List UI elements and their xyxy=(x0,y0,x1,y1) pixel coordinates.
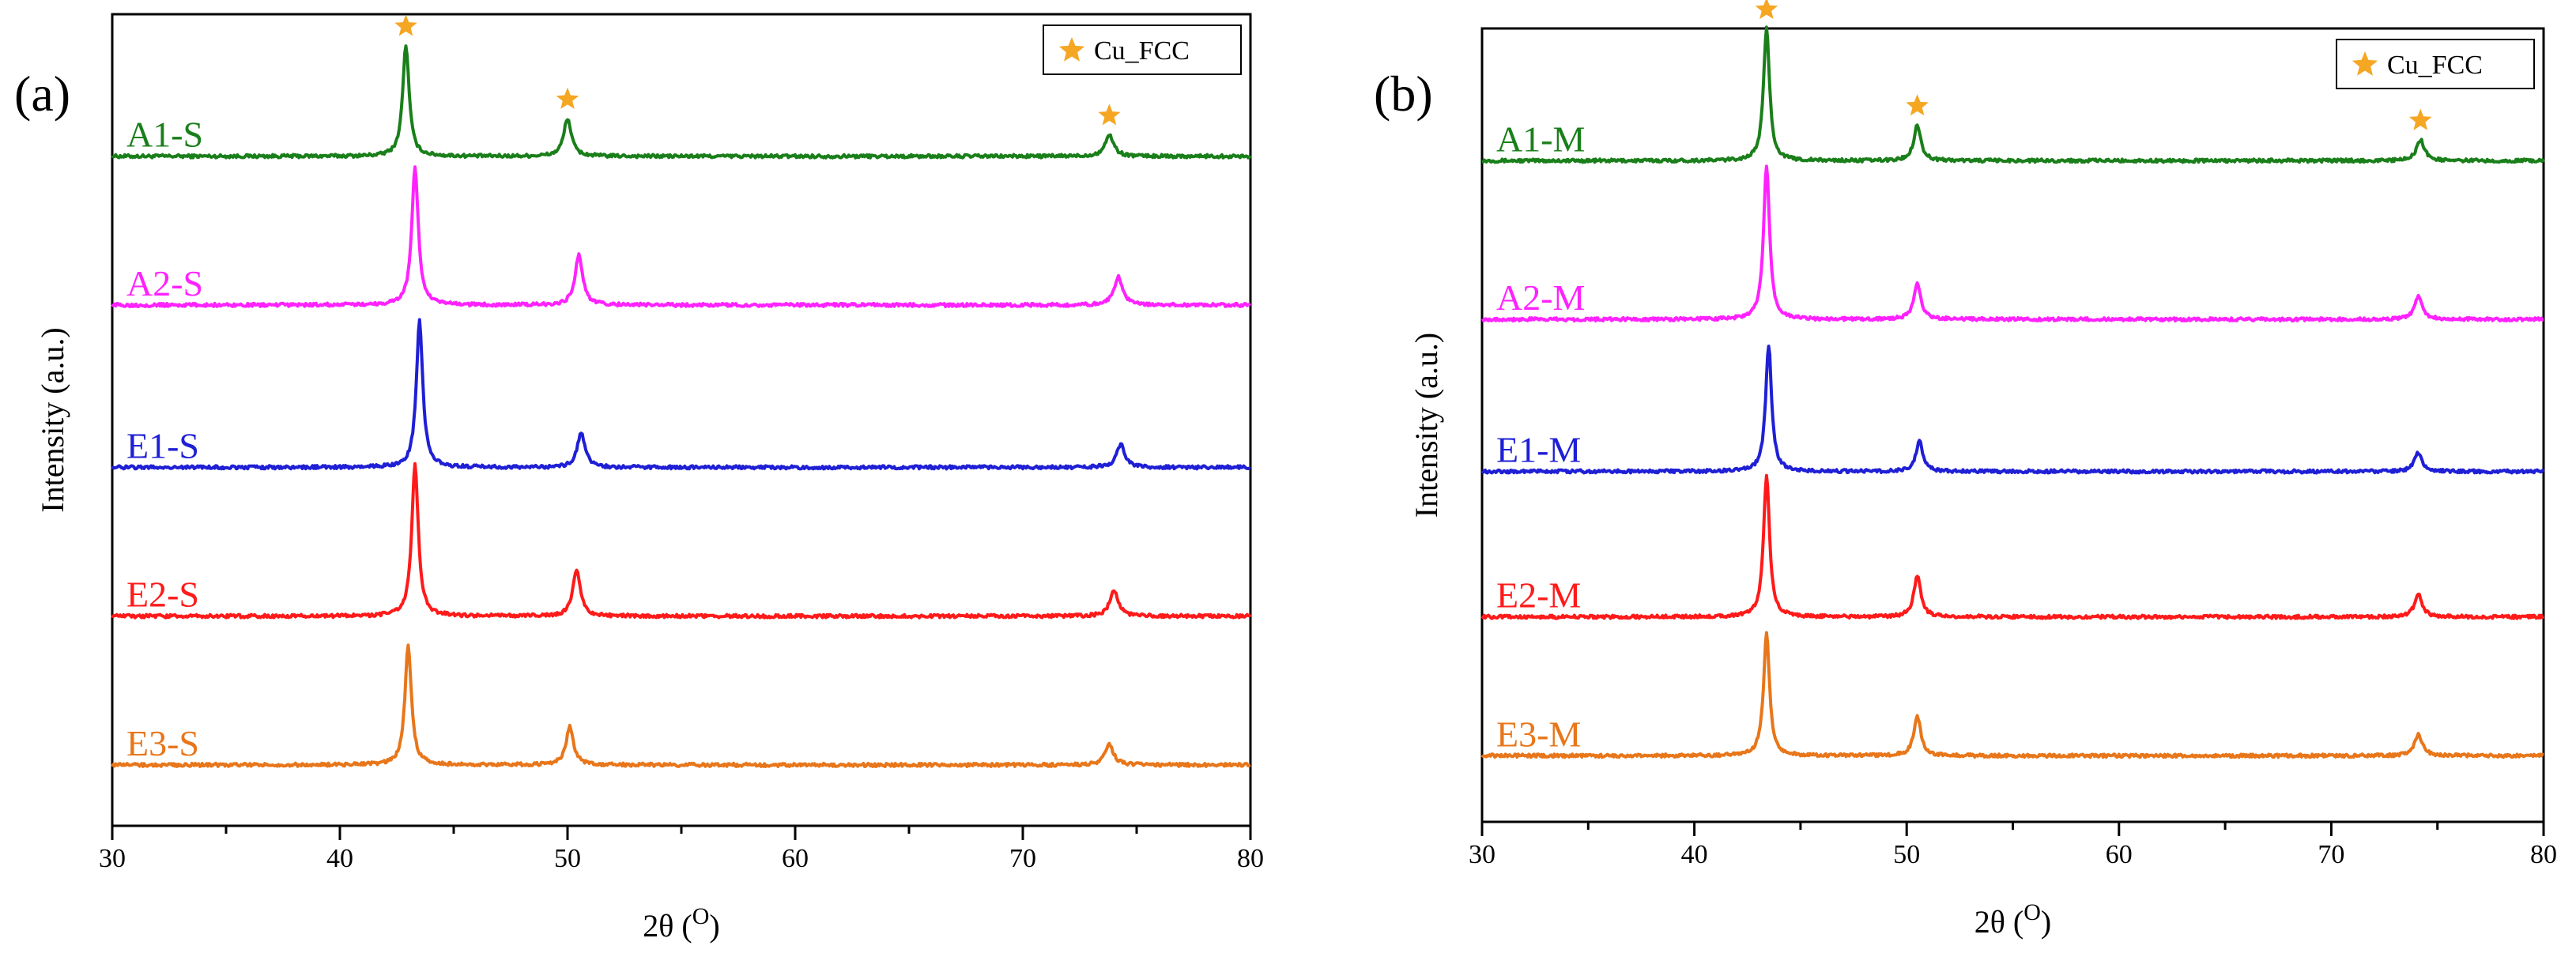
series-line-e3-s xyxy=(111,643,1251,768)
x-tick-label: 50 xyxy=(554,844,581,873)
chart-panel-a: 30 40 50 60 70 80 2θ (O) Intensity (a.u.) (a) A1-… xyxy=(14,13,1264,944)
panel-label: (b) xyxy=(1374,66,1433,122)
x-tick-label: 40 xyxy=(1681,840,1708,869)
series-label-e3-m: E3-M xyxy=(1496,714,1581,754)
x-tick-label: 40 xyxy=(326,844,353,873)
legend-label: Cu_FCC xyxy=(2387,51,2483,80)
chart-panel-b: 30 40 50 60 70 80 2θ (O) Intensity (a.u.) (b) A1-… xyxy=(1374,0,2557,940)
cu-fcc-peak-star-icon xyxy=(1755,0,1778,20)
legend-star-icon xyxy=(2352,51,2378,76)
series-line-a1-s xyxy=(111,44,1252,160)
plot-frame xyxy=(111,13,1252,827)
x-axis-label: 2θ (O) xyxy=(643,903,719,944)
x-tick-label: 70 xyxy=(1009,844,1036,873)
x-axis-label-main: 2θ ( xyxy=(643,908,692,944)
x-tick-label: 80 xyxy=(2530,840,2557,869)
series-line-a2-m xyxy=(1481,164,2544,323)
x-tick-label: 60 xyxy=(2106,840,2133,869)
x-tick-label: 50 xyxy=(1893,840,1920,869)
y-axis-label: Intensity (a.u.) xyxy=(1409,333,1444,518)
series-label-e3-s: E3-S xyxy=(126,723,199,763)
series-line-e1-s xyxy=(111,318,1251,471)
x-axis-label-degree: O xyxy=(2023,899,2041,925)
x-tick-label: 60 xyxy=(782,844,809,873)
series-label-a2-m: A2-M xyxy=(1496,277,1585,318)
series-label-a1-m: A1-M xyxy=(1496,119,1585,159)
x-axis-label: 2θ (O) xyxy=(1974,899,2051,940)
cu-fcc-peak-star-icon xyxy=(2408,108,2432,130)
x-axis-label-close: ) xyxy=(2041,904,2051,940)
x-axis-label-main: 2θ ( xyxy=(1974,904,2023,940)
legend-label: Cu_FCC xyxy=(1094,36,1190,66)
x-tick-label: 30 xyxy=(1469,840,1495,869)
series-line-e2-m xyxy=(1480,473,2545,620)
plot-frame xyxy=(1480,27,2545,823)
legend: Cu_FCC xyxy=(1043,24,1242,75)
series-label-e2-s: E2-S xyxy=(126,575,199,615)
series-label-a2-s: A2-S xyxy=(126,263,203,303)
x-axis-label-degree: O xyxy=(692,903,710,929)
series-line-e1-m xyxy=(1480,345,2545,475)
series-line-a2-s xyxy=(111,165,1252,308)
legend-star-icon xyxy=(1058,37,1085,62)
panel-label: (a) xyxy=(14,66,70,122)
series-label-e1-s: E1-S xyxy=(126,425,199,465)
series-label-a1-s: A1-S xyxy=(126,115,203,155)
series-line-e3-m xyxy=(1480,631,2544,759)
y-axis-label: Intensity (a.u.) xyxy=(35,327,70,512)
x-tick-label: 30 xyxy=(99,844,126,873)
series-label-e1-m: E1-M xyxy=(1496,430,1581,470)
x-axis-label-close: ) xyxy=(709,908,719,944)
cu-fcc-peak-star-icon xyxy=(1098,104,1121,126)
series-label-e2-m: E2-M xyxy=(1496,575,1581,616)
cu-fcc-peak-star-icon xyxy=(556,87,579,109)
x-tick-label: 70 xyxy=(2318,840,2344,869)
cu-fcc-peak-star-icon xyxy=(394,14,417,36)
x-tick-label: 80 xyxy=(1237,844,1264,873)
cu-fcc-peak-star-icon xyxy=(1906,94,1929,116)
legend: Cu_FCC xyxy=(2336,39,2535,89)
series-line-e2-s xyxy=(111,462,1252,620)
series-line-a1-m xyxy=(1481,25,2545,164)
